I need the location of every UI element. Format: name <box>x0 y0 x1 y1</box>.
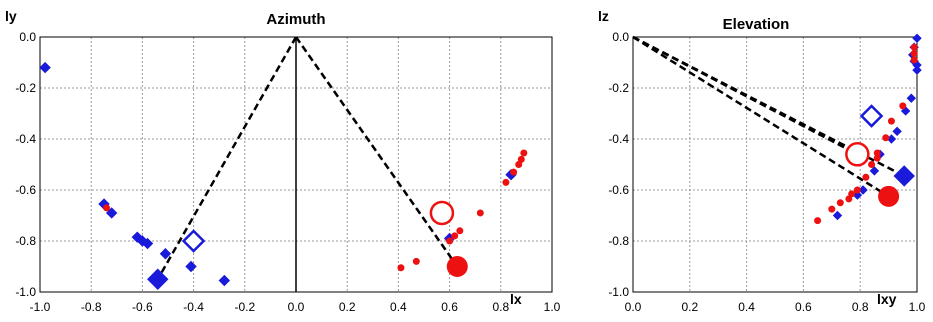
blue-diamond-point <box>869 166 880 176</box>
azimuth-grid <box>39 36 553 293</box>
red-circle-point <box>517 155 525 163</box>
red-circle-point <box>878 185 900 207</box>
blue-diamond-point <box>892 126 902 137</box>
y-tick-label: -0.2 <box>15 81 36 95</box>
blue-diamond-point <box>185 260 197 273</box>
x-tick-label: 0.2 <box>339 300 356 314</box>
red-circle-point <box>397 264 405 272</box>
x-tick-label: 0.4 <box>390 300 407 314</box>
elevation-ylabel: lz <box>598 8 609 24</box>
azimuth-tick-labels: 0.0 -0.2 -0.4 -0.6 -0.8 -1.0-1.0 -0.8 -0.6 -0.4 -… <box>15 30 560 314</box>
red-circle-point <box>446 256 468 277</box>
red-circle-point <box>862 173 870 181</box>
x-tick-label: -0.2 <box>234 300 255 314</box>
x-tick-label: 1.0 <box>909 300 926 314</box>
red-circle-point <box>828 205 836 213</box>
red-circle-point <box>456 227 464 235</box>
blue-open-diamond-point <box>181 229 206 253</box>
blue-diamond-point <box>147 268 169 290</box>
y-tick-label: -1.0 <box>608 285 629 299</box>
red-circle-point <box>848 190 856 198</box>
elevation-title: Elevation <box>723 16 790 33</box>
red-circle-point <box>836 199 844 207</box>
reference-line <box>294 36 459 268</box>
blue-diamond-point <box>912 65 922 75</box>
x-tick-label: -0.6 <box>132 300 153 314</box>
y-tick-label: -0.8 <box>15 234 36 248</box>
blue-diamond-point <box>141 237 154 250</box>
y-tick-label: 0.0 <box>19 30 36 44</box>
elevation-chart: 0.0-0.2-0.4-0.6-0.8-1.00.0 0.2 0.4 0.6 0.8 1.… <box>598 8 926 314</box>
x-tick-label: 0.0 <box>288 300 305 314</box>
red-circle-point <box>502 178 510 186</box>
x-tick-label: 0.8 <box>492 300 509 314</box>
red-circle-point <box>103 204 111 212</box>
reference-line <box>156 36 298 280</box>
red-circle-point <box>814 217 822 225</box>
red-circle-point <box>882 134 890 142</box>
x-tick-label: 0.6 <box>795 300 812 314</box>
azimuth-xlabel: lx <box>510 291 522 307</box>
red-circle-point <box>910 43 918 51</box>
blue-diamond-point <box>906 93 917 103</box>
blue-diamond-point <box>159 248 172 260</box>
elevation-xlabel: lxy <box>877 291 897 307</box>
azimuth-reference-lines <box>156 36 459 280</box>
y-tick-label: -0.4 <box>608 132 629 146</box>
azimuth-title: Azimuth <box>266 11 325 28</box>
blue-open-diamond-point <box>859 104 884 128</box>
red-circle-point <box>451 232 459 240</box>
red-circle-point <box>899 102 907 110</box>
blue-diamond-point <box>105 207 118 219</box>
y-tick-label: -1.0 <box>15 285 36 299</box>
blue-diamond-point <box>893 165 915 187</box>
azimuth-chart: 0.0 -0.2 -0.4 -0.6 -0.8 -1.0-1.0 -0.8 -0.6 -0.4 -… <box>5 8 561 314</box>
blue-diamond-point <box>832 210 843 221</box>
red-circle-point <box>887 117 895 125</box>
y-tick-label: -0.2 <box>608 81 629 95</box>
red-open-circle-point <box>845 142 870 167</box>
red-circle-point <box>510 168 518 176</box>
blue-diamond-point <box>912 33 922 43</box>
red-circle-point <box>853 186 861 194</box>
y-tick-label: -0.8 <box>608 234 629 248</box>
y-tick-label: 0.0 <box>612 30 629 44</box>
elevation-tick-labels: 0.0-0.2-0.4-0.6-0.8-1.00.0 0.2 0.4 0.6 0.8 1.… <box>608 30 925 314</box>
red-circle-point <box>520 149 528 157</box>
x-tick-label: 0.6 <box>441 300 458 314</box>
x-tick-label: 1.0 <box>544 300 561 314</box>
x-tick-label: 0.4 <box>738 300 755 314</box>
y-tick-label: -0.4 <box>15 132 36 146</box>
blue-diamond-point <box>39 61 51 74</box>
y-tick-label: -0.6 <box>608 183 629 197</box>
red-circle-point <box>845 195 853 203</box>
red-open-circle-point <box>429 200 455 226</box>
red-circle-point <box>446 237 454 245</box>
red-circle-point <box>412 257 420 265</box>
reference-line <box>632 35 858 156</box>
y-tick-label: -0.6 <box>15 183 36 197</box>
red-circle-point <box>868 161 876 168</box>
azimuth-marks <box>39 61 528 290</box>
x-tick-label: 0.8 <box>852 300 869 314</box>
red-circle-point <box>910 56 918 64</box>
red-circle-point <box>476 209 484 217</box>
plot-frame <box>632 36 918 293</box>
blue-diamond-point <box>218 274 231 287</box>
red-circle-point <box>873 154 881 162</box>
red-circle-point <box>910 50 918 58</box>
elevation-marks <box>814 33 922 225</box>
x-tick-label: 0.2 <box>681 300 698 314</box>
x-tick-label: 0.0 <box>625 300 642 314</box>
azimuth-ylabel: ly <box>5 8 17 24</box>
reference-line <box>632 35 890 198</box>
x-tick-label: -1.0 <box>30 300 51 314</box>
x-tick-label: -0.4 <box>183 300 204 314</box>
elevation-grid <box>632 36 918 293</box>
x-tick-label: -0.8 <box>81 300 102 314</box>
